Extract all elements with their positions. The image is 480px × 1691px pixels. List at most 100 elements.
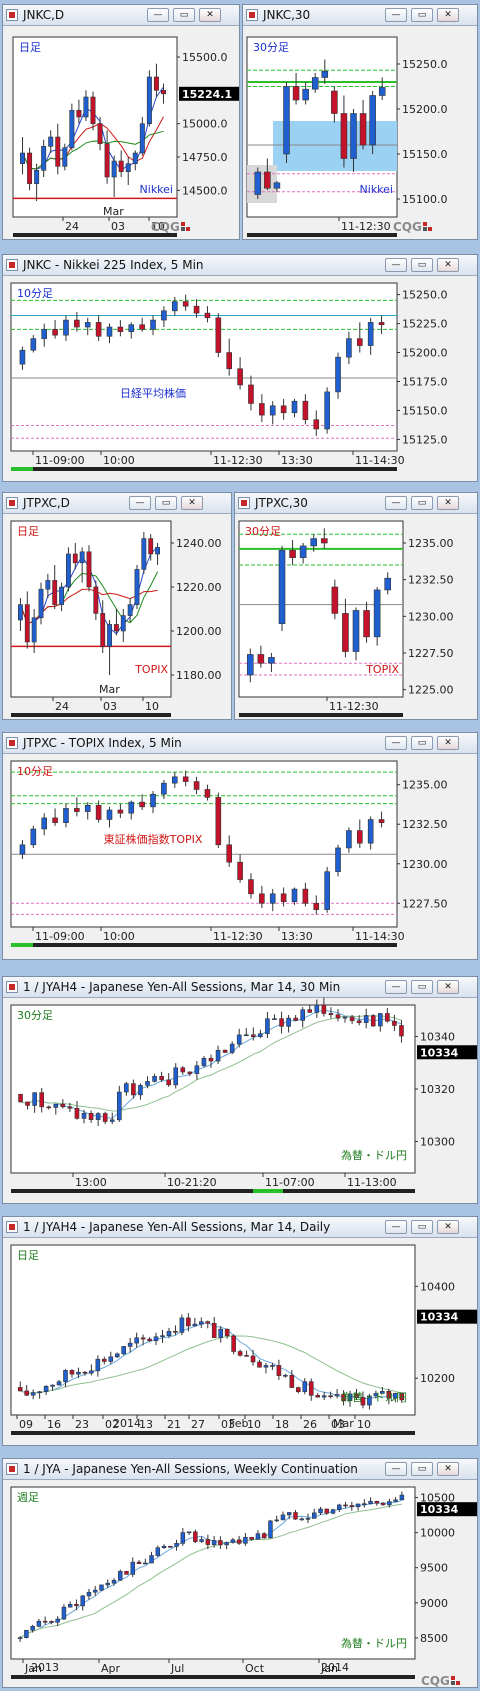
candle-body <box>291 400 298 414</box>
close-button[interactable]: ✕ <box>437 980 459 994</box>
close-button[interactable]: ✕ <box>437 1462 459 1476</box>
maximize-button[interactable]: ▭ <box>411 736 433 750</box>
candle-body <box>254 171 262 195</box>
window-title: 1 / JYA - Japanese Yen-All Sessions, Wee… <box>23 1462 358 1476</box>
candle-body <box>324 1508 330 1514</box>
minimize-button[interactable]: — <box>385 258 407 272</box>
app-icon <box>6 9 18 21</box>
minimize-button[interactable]: — <box>147 8 169 22</box>
window-jtpxc-daily[interactable]: JTPXC,D — ▭ ✕ 1240.00 1220.00 1200.00 1180.… <box>2 492 232 720</box>
candle-body <box>114 624 119 632</box>
maximize-button[interactable]: ▭ <box>411 980 433 994</box>
close-button[interactable]: ✕ <box>437 736 459 750</box>
plot-background <box>10 282 398 452</box>
maximize-button[interactable]: ▭ <box>411 8 433 22</box>
candle-body <box>211 1322 217 1338</box>
title-bar[interactable]: JNKC,30 — ▭ ✕ <box>243 5 477 26</box>
candle-body <box>114 1353 120 1358</box>
close-button[interactable]: ✕ <box>437 8 459 22</box>
window-jnkc-daily[interactable]: JNKC,D — ▭ ✕ 15500.0 15224.1 15000.0 14750.… <box>2 4 240 240</box>
minimize-button[interactable]: — <box>385 980 407 994</box>
maximize-button[interactable]: ▭ <box>411 496 433 510</box>
candle-body <box>155 547 160 555</box>
candle-body <box>399 1025 404 1037</box>
title-bar[interactable]: JTPXC,30 — ▭ ✕ <box>235 493 477 514</box>
title-bar[interactable]: 1 / JYAH4 - Japanese Yen-All Sessions, M… <box>3 1217 477 1238</box>
window-nikkei-5min[interactable]: JNKC - Nikkei 225 Index, 5 Min — ▭ ✕ 152… <box>2 254 478 482</box>
candle-body <box>50 1384 55 1387</box>
candle-body <box>128 324 135 332</box>
window-title: JNKC - Nikkei 225 Index, 5 Min <box>23 258 204 272</box>
title-bar[interactable]: JNKC,D — ▭ ✕ <box>3 5 239 26</box>
minimize-button[interactable]: — <box>385 8 407 22</box>
maximize-button[interactable]: ▭ <box>155 496 177 510</box>
candle-body <box>280 893 287 903</box>
instrument-label: 為替・ドル円 <box>341 1390 407 1404</box>
window-jnkc-30min[interactable]: JNKC,30 — ▭ ✕ 15250.0 15200.0 15150.0 15100… <box>242 4 478 240</box>
candle-body <box>193 305 200 314</box>
candle-body <box>127 1342 133 1347</box>
minimize-button[interactable]: — <box>385 1462 407 1476</box>
candle-body <box>392 1020 397 1026</box>
candle-body <box>255 1533 261 1540</box>
candle-body <box>236 1034 242 1045</box>
cqg-logo: CQG <box>151 220 180 234</box>
time-scroll-band <box>11 1431 415 1435</box>
chart-area: 15250.0 15200.0 15150.0 15100.0 11-12:30 30分足… <box>246 36 448 237</box>
candle-body <box>179 1317 185 1333</box>
close-button[interactable]: ✕ <box>199 8 221 22</box>
candle-body <box>218 1540 223 1546</box>
window-topix-5min[interactable]: JTPXC - TOPIX Index, 5 Min — ▭ ✕ 1235.00… <box>2 732 478 960</box>
candle-body <box>268 1520 273 1539</box>
candle-body <box>393 1499 398 1502</box>
title-bar[interactable]: 1 / JYAH4 - Japanese Yen-All Sessions, M… <box>3 977 477 998</box>
candle-body <box>378 1013 383 1027</box>
close-button[interactable]: ✕ <box>437 1220 459 1234</box>
instrument-label: 為替・ドル円 <box>341 1636 407 1650</box>
candle-body <box>321 1395 327 1398</box>
candle-body <box>399 1393 405 1401</box>
app-icon <box>6 497 18 509</box>
minimize-button[interactable]: — <box>385 736 407 750</box>
x-axis-label: Jan <box>320 1662 338 1675</box>
candle-body <box>283 1374 288 1377</box>
candle-body <box>174 1543 179 1547</box>
candle-body <box>263 1365 269 1368</box>
candle-body <box>41 146 47 171</box>
maximize-button[interactable]: ▭ <box>411 258 433 272</box>
close-button[interactable]: ✕ <box>181 496 203 510</box>
cqg-logo-mark <box>451 1676 455 1680</box>
minimize-button[interactable]: — <box>129 496 151 510</box>
candle-body <box>321 70 329 78</box>
title-bar[interactable]: JTPXC - TOPIX Index, 5 Min — ▭ ✕ <box>3 733 477 754</box>
x-axis-note: Feb <box>229 1417 248 1430</box>
candle-body <box>145 1081 150 1086</box>
maximize-button[interactable]: ▭ <box>411 1220 433 1234</box>
window-yen-weekly[interactable]: 1 / JYA - Japanese Yen-All Sessions, Wee… <box>2 1458 478 1688</box>
price-label: 10334 <box>420 1046 459 1059</box>
minimize-button[interactable]: — <box>385 496 407 510</box>
candle-body <box>95 1113 101 1120</box>
candle-body <box>244 1355 249 1357</box>
maximize-button[interactable]: ▭ <box>173 8 195 22</box>
x-axis-label: Jul <box>170 1662 184 1675</box>
candle-body <box>272 1018 277 1020</box>
instrument-label: Nikkei <box>360 183 393 196</box>
candle-body <box>302 1381 308 1393</box>
candle-body <box>270 1365 275 1367</box>
window-yen-daily[interactable]: 1 / JYAH4 - Japanese Yen-All Sessions, M… <box>2 1216 478 1446</box>
timeframe-label: 30分足 <box>253 41 289 54</box>
maximize-button[interactable]: ▭ <box>411 1462 433 1476</box>
window-jtpxc-30min[interactable]: JTPXC,30 — ▭ ✕ 1235.00 1232.50 1230.00 1227… <box>234 492 478 720</box>
close-button[interactable]: ✕ <box>437 258 459 272</box>
title-bar[interactable]: JNKC - Nikkei 225 Index, 5 Min — ▭ ✕ <box>3 255 477 276</box>
candle-body <box>121 1346 126 1355</box>
minimize-button[interactable]: — <box>385 1220 407 1234</box>
candle-body <box>355 1503 361 1508</box>
title-bar[interactable]: 1 / JYA - Japanese Yen-All Sessions, Wee… <box>3 1459 477 1480</box>
close-button[interactable]: ✕ <box>437 496 459 510</box>
candle-body <box>274 1519 279 1522</box>
title-bar[interactable]: JTPXC,D — ▭ ✕ <box>3 493 231 514</box>
window-yen-30min[interactable]: 1 / JYAH4 - Japanese Yen-All Sessions, M… <box>2 976 478 1204</box>
x-axis-label: 27 <box>191 1418 205 1431</box>
